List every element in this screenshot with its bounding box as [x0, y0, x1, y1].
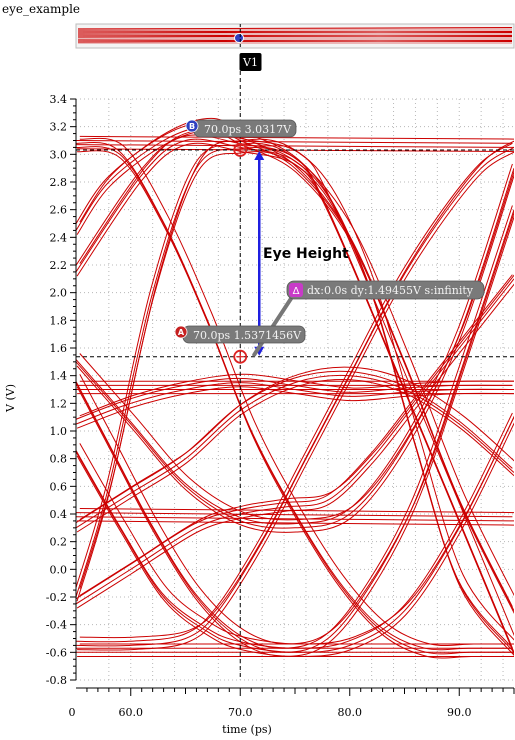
x-tick-label: 80.0 [338, 706, 363, 719]
series-line [76, 370, 513, 524]
marker-a-label-badge-text: A [178, 328, 185, 337]
series-line [76, 140, 513, 144]
y-tick-label: 0.4 [50, 508, 68, 521]
window-title: eye_example [2, 2, 80, 16]
y-tick-label: 1.2 [50, 397, 68, 410]
overview-trace [77, 27, 513, 30]
x-tick-label: 70.0 [228, 706, 253, 719]
series-line [76, 422, 514, 658]
y-tick-label: 3.0 [50, 148, 68, 161]
series-line [76, 174, 514, 533]
overview-trace [77, 35, 513, 38]
series-line [79, 135, 514, 140]
marker-b-point[interactable] [233, 143, 248, 157]
axes: -0.8 -0.6 -0.4 -0.2 0.0 0.2 0.4 0.6 0.8 1.0 1.2 1.4… [46, 93, 515, 719]
overview-marker-icon [234, 33, 244, 43]
series-line [76, 215, 514, 658]
delta-badge-text: Δ [293, 286, 300, 297]
y-tick-label: 0.6 [50, 480, 68, 493]
marker-b-label[interactable]: B 70.0ps 3.0317V [185, 119, 297, 138]
cursor-tag-label: V1 [242, 56, 258, 69]
series-line [76, 142, 513, 643]
x-axis-label: time (ps) [222, 723, 272, 736]
crosshair-circle-icon [233, 143, 248, 157]
marker-a-label-badge-icon [174, 325, 188, 339]
series-line [79, 211, 514, 645]
delta-label-text: dx:0.0s dy:1.49455V s:infinity [307, 284, 474, 297]
series-line [76, 130, 514, 614]
cursor-tag[interactable]: V1 [239, 53, 262, 71]
marker-b-label-badge-icon [185, 119, 199, 133]
series-line [76, 516, 514, 522]
y-axis-label: V (V) [4, 384, 17, 413]
series-line [79, 508, 514, 514]
y-tick-label: -0.2 [46, 591, 67, 604]
series-line [76, 134, 513, 649]
series-line [79, 130, 514, 637]
y-tick-label: -0.4 [46, 619, 67, 632]
marker-b-label-text: 70.0ps 3.0317V [204, 123, 292, 136]
overview-trace [77, 31, 513, 34]
series-line [76, 283, 514, 609]
overview-trace [77, 40, 513, 43]
y-tick-label: 0.2 [50, 536, 68, 549]
y-tick-label: 2.6 [50, 204, 68, 217]
eye-height-annotation: Eye Height [263, 246, 349, 262]
x-tick-label: 0 [69, 706, 76, 719]
series-line [76, 126, 514, 612]
series-line [79, 415, 514, 645]
x-tick-label: 90.0 [447, 706, 472, 719]
marker-b-label-badge-text: B [189, 122, 195, 131]
delta-connector [252, 289, 298, 357]
y-tick-label: 2.8 [50, 176, 68, 189]
overview-strip[interactable] [75, 23, 515, 49]
y-tick-label: 3.2 [50, 121, 68, 134]
y-tick-label: 3.4 [50, 93, 68, 106]
marker-a-label-text: 70.0ps 1.5371456V [193, 329, 302, 342]
series-line [76, 416, 514, 653]
series-line [76, 205, 513, 649]
series-line [76, 512, 513, 518]
overview-traces [77, 27, 513, 43]
y-tick-label: -0.8 [46, 674, 67, 687]
y-tick-label: -0.6 [46, 646, 67, 659]
y-tick-label: 2.2 [50, 259, 68, 272]
series-line [79, 274, 514, 597]
series-line [77, 151, 514, 651]
series-line [76, 278, 514, 605]
delta-label-box [286, 280, 485, 300]
y-tick-label: 2.4 [50, 231, 68, 244]
plot-overlay: B 70.0ps 3.0317V A 70.0ps 1.5371456V Δ dx:0.0… [76, 24, 514, 680]
x-tick-label: 60.0 [119, 706, 144, 719]
series-line [76, 412, 513, 649]
delta-badge-icon [289, 283, 303, 297]
y-tick-label: 2.0 [50, 287, 68, 300]
y-tick-label: 1.4 [50, 370, 68, 383]
series-line [79, 366, 514, 520]
y-tick-label: 1.8 [50, 314, 68, 327]
y-tick-label: 0.0 [50, 563, 68, 576]
series-line [76, 379, 514, 533]
series-line [76, 144, 514, 148]
cursor-tag-box [239, 53, 262, 71]
series-line [77, 520, 514, 526]
marker-a-label[interactable]: A 70.0ps 1.5371456V [174, 325, 306, 344]
series-line [79, 140, 514, 639]
y-tick-label: 1.0 [50, 425, 68, 438]
y-tick-label: 0.8 [50, 453, 68, 466]
traces [76, 117, 514, 659]
series-line [76, 146, 514, 647]
marker-a-point[interactable] [233, 349, 248, 364]
y-tick-label: 1.6 [50, 342, 68, 355]
series-line [76, 374, 514, 529]
plot-area[interactable] [74, 98, 515, 681]
arrow-head-up-icon [254, 150, 265, 160]
crosshair-circle-icon [233, 349, 248, 364]
